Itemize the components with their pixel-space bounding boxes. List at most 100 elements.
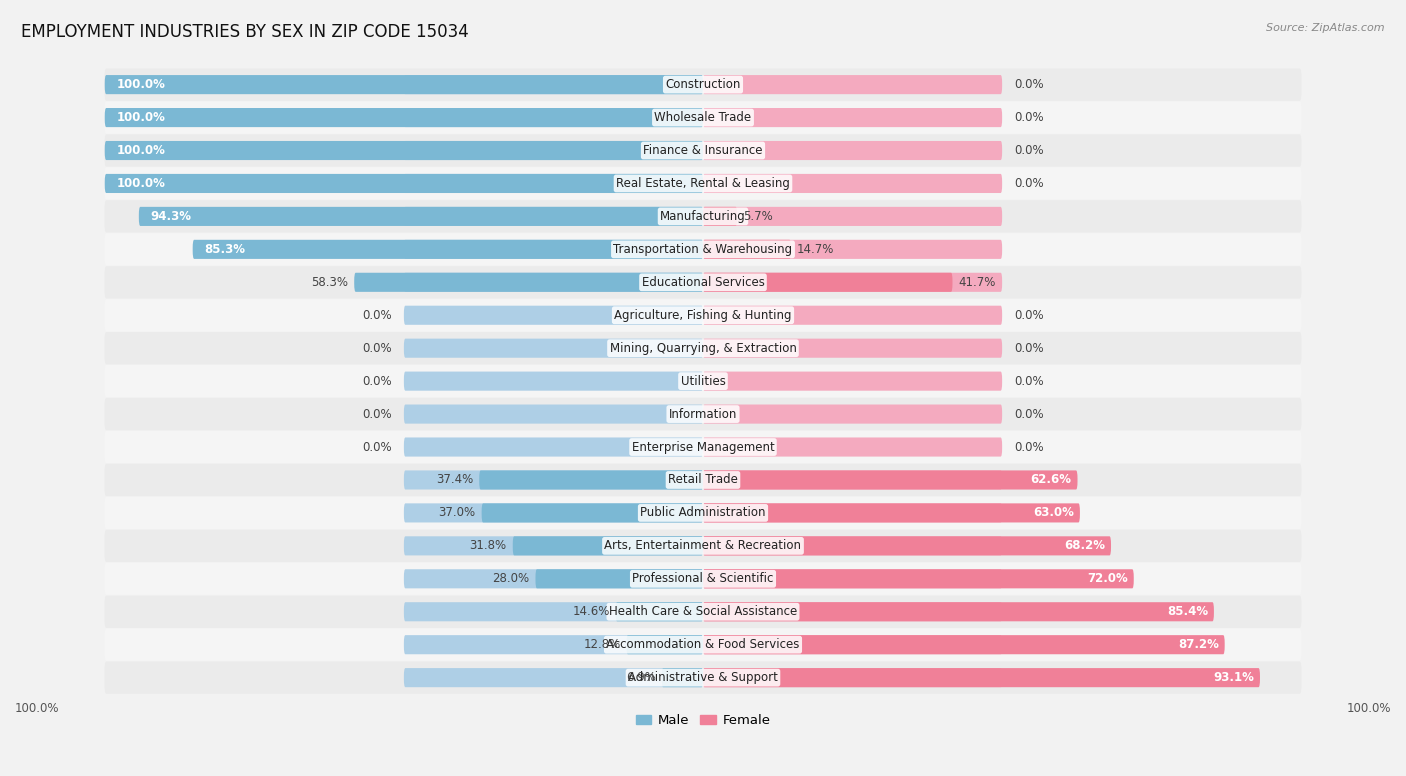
FancyBboxPatch shape <box>104 299 1302 331</box>
FancyBboxPatch shape <box>703 272 952 292</box>
Text: 63.0%: 63.0% <box>1033 507 1074 519</box>
Text: 100.0%: 100.0% <box>1347 702 1391 715</box>
Text: 5.7%: 5.7% <box>744 210 773 223</box>
FancyBboxPatch shape <box>703 306 1002 325</box>
Text: 6.9%: 6.9% <box>626 671 655 684</box>
FancyBboxPatch shape <box>703 570 1133 588</box>
Text: Administrative & Support: Administrative & Support <box>628 671 778 684</box>
FancyBboxPatch shape <box>404 174 703 193</box>
FancyBboxPatch shape <box>404 470 703 490</box>
FancyBboxPatch shape <box>104 75 703 94</box>
Text: Health Care & Social Assistance: Health Care & Social Assistance <box>609 605 797 618</box>
FancyBboxPatch shape <box>104 661 1302 694</box>
FancyBboxPatch shape <box>404 372 703 390</box>
FancyBboxPatch shape <box>536 570 703 588</box>
FancyBboxPatch shape <box>703 372 1002 390</box>
FancyBboxPatch shape <box>703 207 1002 226</box>
FancyBboxPatch shape <box>104 365 1302 397</box>
FancyBboxPatch shape <box>104 108 703 127</box>
FancyBboxPatch shape <box>404 602 703 622</box>
Text: 0.0%: 0.0% <box>1014 309 1043 322</box>
FancyBboxPatch shape <box>104 134 1302 167</box>
FancyBboxPatch shape <box>404 338 703 358</box>
FancyBboxPatch shape <box>703 635 1225 654</box>
Text: 100.0%: 100.0% <box>117 78 166 91</box>
FancyBboxPatch shape <box>404 504 703 522</box>
Text: Professional & Scientific: Professional & Scientific <box>633 573 773 585</box>
FancyBboxPatch shape <box>104 497 1302 529</box>
FancyBboxPatch shape <box>703 470 1002 490</box>
Text: 0.0%: 0.0% <box>363 309 392 322</box>
FancyBboxPatch shape <box>104 563 1302 595</box>
Text: 58.3%: 58.3% <box>311 275 349 289</box>
Legend: Male, Female: Male, Female <box>630 709 776 733</box>
Text: 0.0%: 0.0% <box>363 341 392 355</box>
FancyBboxPatch shape <box>662 668 703 688</box>
FancyBboxPatch shape <box>703 536 1002 556</box>
Text: 100.0%: 100.0% <box>117 144 166 157</box>
Text: 37.4%: 37.4% <box>436 473 474 487</box>
Text: Wholesale Trade: Wholesale Trade <box>654 111 752 124</box>
Text: 0.0%: 0.0% <box>1014 407 1043 421</box>
FancyBboxPatch shape <box>404 438 703 456</box>
Text: Agriculture, Fishing & Hunting: Agriculture, Fishing & Hunting <box>614 309 792 322</box>
Text: 0.0%: 0.0% <box>1014 177 1043 190</box>
FancyBboxPatch shape <box>193 240 703 259</box>
FancyBboxPatch shape <box>139 207 703 226</box>
Text: 31.8%: 31.8% <box>470 539 506 553</box>
Text: 0.0%: 0.0% <box>363 441 392 453</box>
Text: 0.0%: 0.0% <box>1014 375 1043 388</box>
FancyBboxPatch shape <box>104 141 703 160</box>
Text: 0.0%: 0.0% <box>1014 341 1043 355</box>
FancyBboxPatch shape <box>703 668 1260 688</box>
FancyBboxPatch shape <box>703 536 1111 556</box>
Text: Public Administration: Public Administration <box>640 507 766 519</box>
FancyBboxPatch shape <box>104 398 1302 430</box>
FancyBboxPatch shape <box>404 635 703 654</box>
Text: 100.0%: 100.0% <box>117 177 166 190</box>
Text: 0.0%: 0.0% <box>1014 441 1043 453</box>
Text: Retail Trade: Retail Trade <box>668 473 738 487</box>
FancyBboxPatch shape <box>703 174 1002 193</box>
Text: 14.7%: 14.7% <box>797 243 834 256</box>
Text: 0.0%: 0.0% <box>1014 111 1043 124</box>
FancyBboxPatch shape <box>616 602 703 622</box>
FancyBboxPatch shape <box>404 141 703 160</box>
FancyBboxPatch shape <box>482 504 703 522</box>
FancyBboxPatch shape <box>513 536 703 556</box>
FancyBboxPatch shape <box>703 108 1002 127</box>
FancyBboxPatch shape <box>627 635 703 654</box>
FancyBboxPatch shape <box>404 75 703 94</box>
FancyBboxPatch shape <box>104 464 1302 496</box>
Text: Real Estate, Rental & Leasing: Real Estate, Rental & Leasing <box>616 177 790 190</box>
Text: 68.2%: 68.2% <box>1064 539 1105 553</box>
FancyBboxPatch shape <box>703 404 1002 424</box>
Text: 72.0%: 72.0% <box>1087 573 1128 585</box>
FancyBboxPatch shape <box>404 668 703 688</box>
Text: 12.8%: 12.8% <box>583 638 620 651</box>
Text: Mining, Quarrying, & Extraction: Mining, Quarrying, & Extraction <box>610 341 796 355</box>
FancyBboxPatch shape <box>104 102 1302 133</box>
FancyBboxPatch shape <box>104 68 1302 101</box>
Text: Construction: Construction <box>665 78 741 91</box>
Text: Educational Services: Educational Services <box>641 275 765 289</box>
FancyBboxPatch shape <box>703 635 1002 654</box>
FancyBboxPatch shape <box>703 338 1002 358</box>
Text: Enterprise Management: Enterprise Management <box>631 441 775 453</box>
Text: 14.6%: 14.6% <box>572 605 610 618</box>
FancyBboxPatch shape <box>703 470 1077 490</box>
FancyBboxPatch shape <box>404 404 703 424</box>
FancyBboxPatch shape <box>104 234 1302 265</box>
FancyBboxPatch shape <box>703 207 737 226</box>
FancyBboxPatch shape <box>703 438 1002 456</box>
Text: Information: Information <box>669 407 737 421</box>
FancyBboxPatch shape <box>703 141 1002 160</box>
Text: 0.0%: 0.0% <box>363 407 392 421</box>
FancyBboxPatch shape <box>104 596 1302 628</box>
Text: 100.0%: 100.0% <box>15 702 59 715</box>
FancyBboxPatch shape <box>703 602 1213 622</box>
FancyBboxPatch shape <box>404 570 703 588</box>
Text: 28.0%: 28.0% <box>492 573 530 585</box>
FancyBboxPatch shape <box>104 431 1302 463</box>
Text: 94.3%: 94.3% <box>150 210 191 223</box>
